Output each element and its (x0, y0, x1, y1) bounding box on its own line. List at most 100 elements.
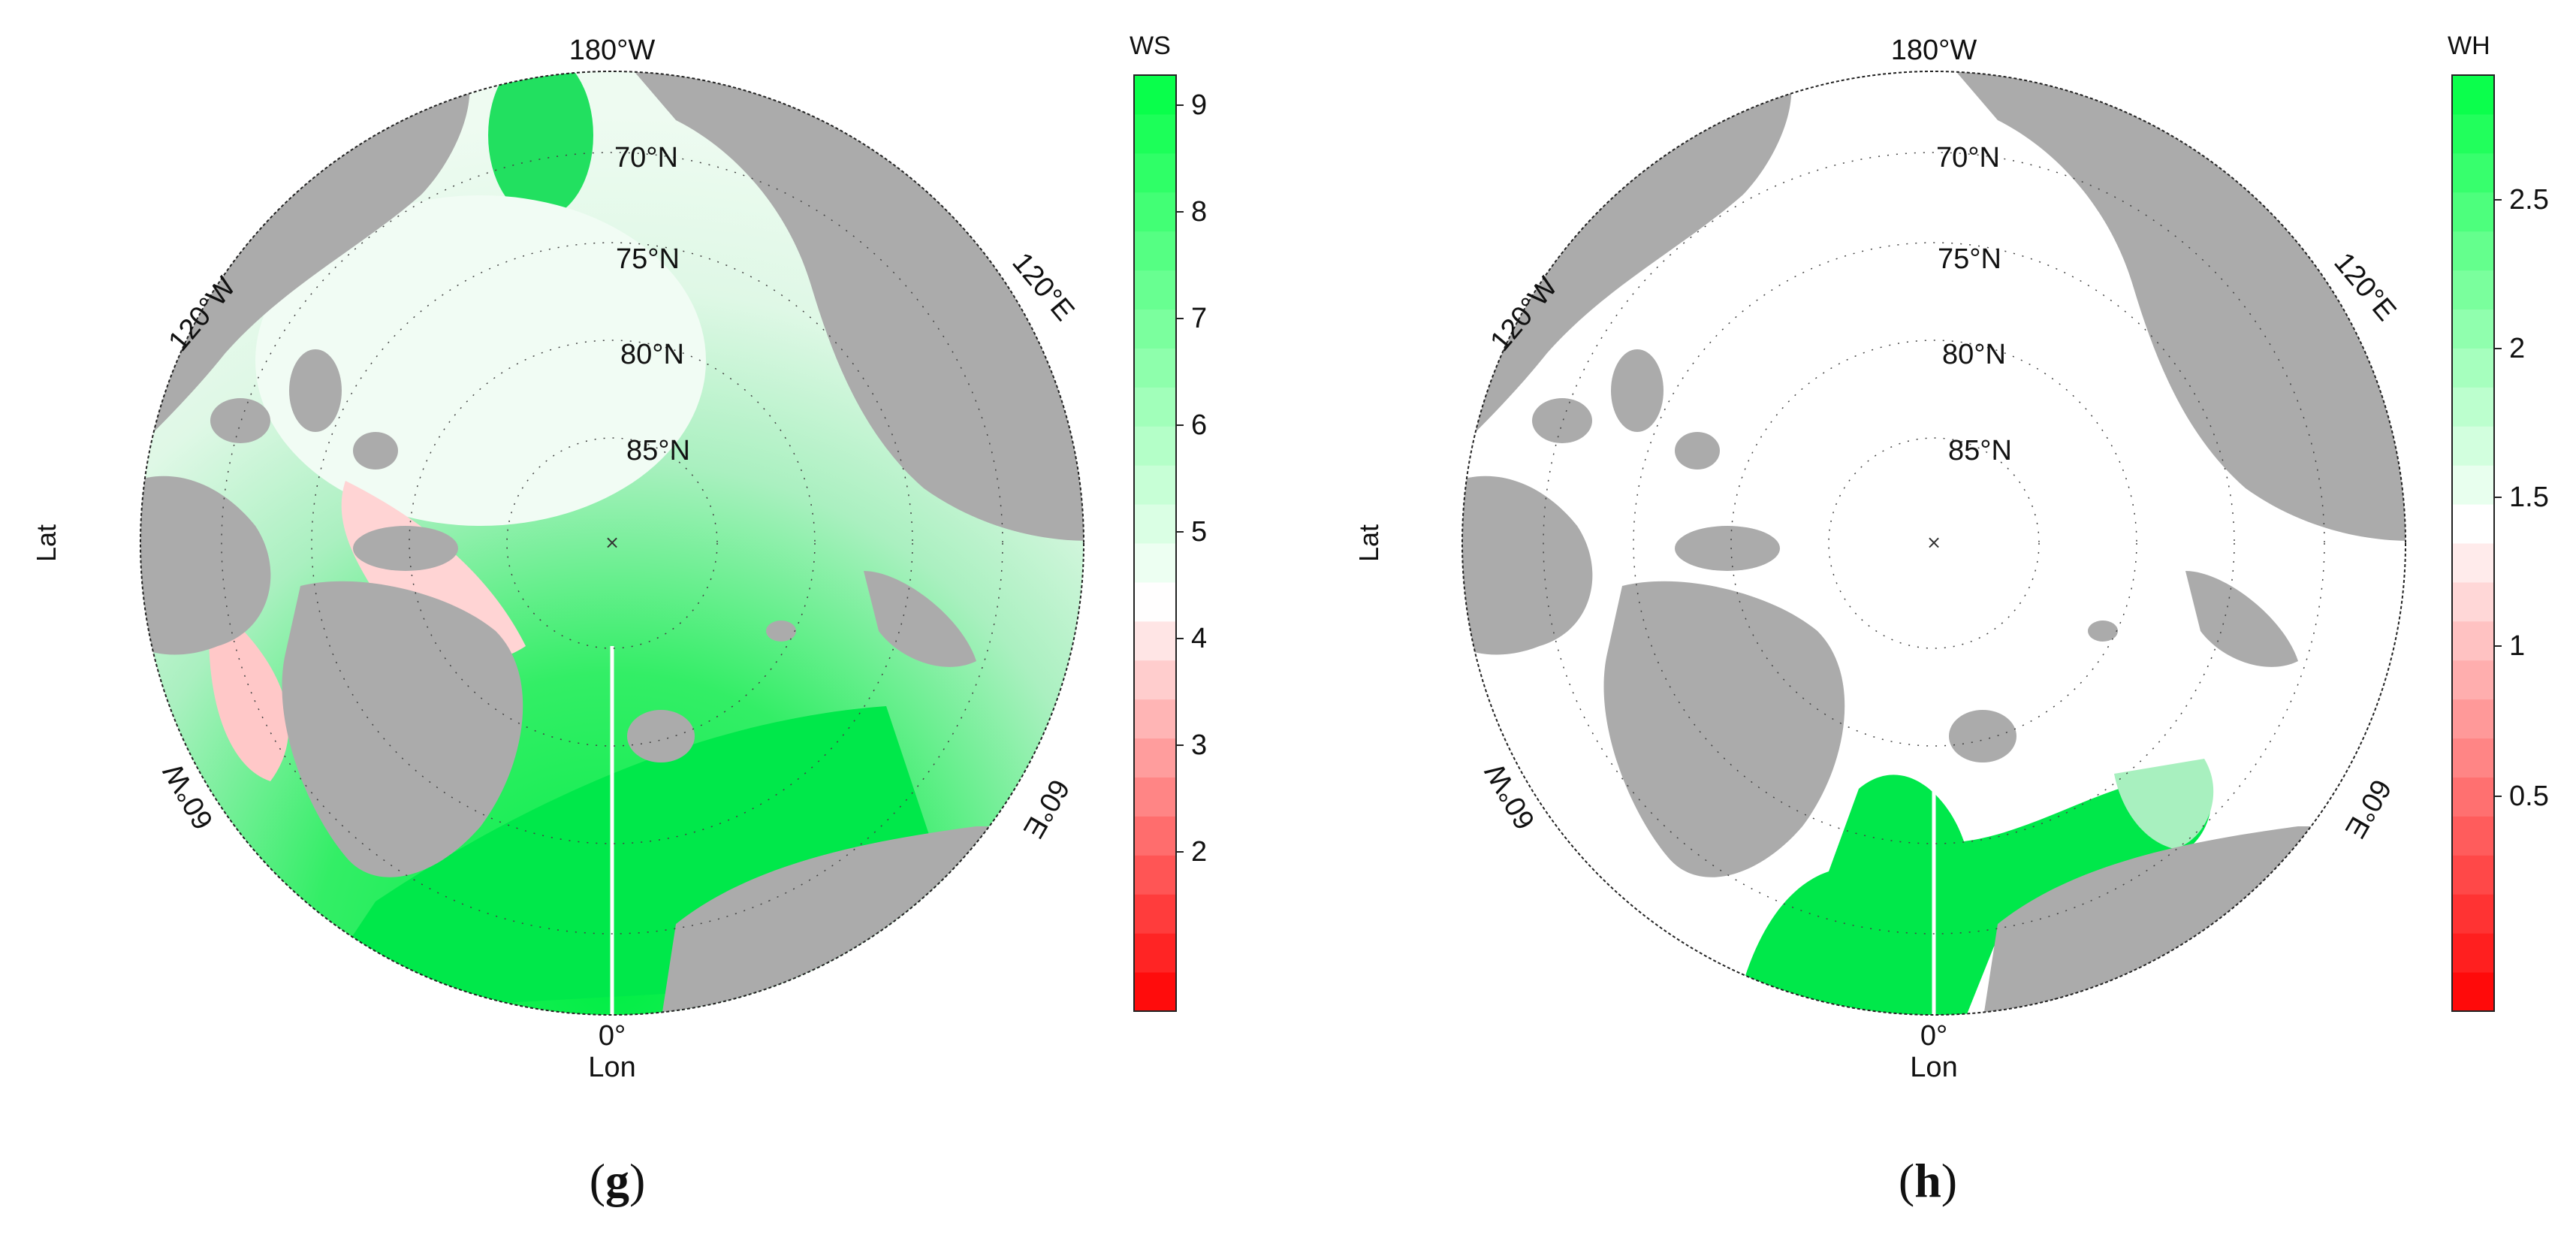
colorbar-step (2452, 660, 2494, 700)
island (289, 349, 342, 432)
lat-label-70: 70°N (1936, 142, 2000, 174)
colorbar-step (1134, 933, 1176, 973)
pole-marker: × (1926, 532, 1941, 553)
land-canada (1462, 476, 1593, 655)
axis-label-lat: Lat (31, 524, 62, 563)
island (353, 432, 398, 470)
colorbar-tick-label: 4 (1191, 623, 1208, 654)
colorbar-tick-label: 2 (1191, 836, 1208, 868)
colorbar-g (1134, 75, 1184, 1012)
lat-label-80: 80°N (1942, 339, 2006, 370)
colorbar-frame-g (1133, 74, 1177, 1012)
colorbar-step (1134, 777, 1176, 817)
panel-caption-g: (g) (590, 1153, 646, 1209)
colorbar-title-h: WH (2448, 32, 2490, 60)
colorbar-step (1134, 426, 1176, 466)
lat-label-75: 75°N (1938, 243, 2001, 275)
red-zone-west (209, 601, 289, 781)
colorbar-step (2452, 504, 2494, 544)
land-greenland (282, 581, 523, 877)
colorbar-step (2452, 855, 2494, 895)
colorbar-step (1134, 621, 1176, 661)
caption-close: ) (629, 1154, 646, 1207)
colorbar-tick-label: 0.5 (2509, 781, 2549, 812)
label-180w: 180°W (1890, 35, 1977, 66)
label-180w: 180°W (569, 35, 656, 66)
land-greenland (1603, 581, 1845, 877)
panel-h: × 180°W 0° Lon Lat 120°W 120°E 60°W 60°E… (1288, 0, 2576, 1235)
island (210, 398, 270, 443)
colorbar-step (1134, 465, 1176, 505)
island (1532, 398, 1592, 443)
lat-label-80: 80°N (620, 339, 684, 370)
colorbar-step (2452, 581, 2494, 622)
colorbar-tick-label: 2.5 (2509, 184, 2549, 216)
colorbar-step (1134, 270, 1176, 310)
colorbar-step (2452, 75, 2494, 115)
colorbar-step (2452, 426, 2494, 466)
colorbar-step (1134, 660, 1176, 700)
colorbar-step (1134, 543, 1176, 583)
land-novaya-zemlya (2185, 571, 2298, 667)
colorbar-step (1134, 894, 1176, 934)
colorbar-step (2452, 192, 2494, 232)
caption-open: ( (589, 1154, 605, 1207)
colorbar-step (2452, 699, 2494, 739)
colorbar-step (2452, 465, 2494, 505)
pole-marker: × (605, 532, 620, 553)
colorbar-step (1134, 387, 1176, 427)
colorbar-step (2452, 777, 2494, 817)
colorbar-step (2452, 543, 2494, 583)
colorbar-step (1134, 152, 1176, 193)
colorbar-tick-label: 9 (1191, 89, 1208, 121)
panel-g: × 180°W 0° Lon Lat 120°W 120°E 60°W 60°E… (31, 32, 1208, 1209)
colorbar-step (2452, 270, 2494, 310)
colorbar-step (2452, 894, 2494, 934)
map-boundary-g (140, 71, 1084, 1016)
label-0deg: 0° (598, 1020, 626, 1052)
colorbar-title-g: WS (1130, 32, 1171, 60)
colorbar-tick-label: 2 (2509, 333, 2526, 364)
colorbar-tick-label: 8 (1191, 196, 1208, 228)
colorbar-step (1134, 972, 1176, 1012)
colorbar-step (2452, 348, 2494, 388)
colorbar-step (1134, 816, 1176, 856)
wave-green (1709, 766, 2212, 1015)
colorbar-step (1134, 855, 1176, 895)
colorbar-step (1134, 581, 1176, 622)
colorbar-step (1134, 699, 1176, 739)
polar-map-h: × (1461, 71, 2502, 1016)
colorbar-tick-label: 6 (1191, 409, 1208, 441)
colorbar-step (2452, 738, 2494, 778)
colorbar-tick-label: 3 (1191, 729, 1208, 761)
island (2088, 621, 2118, 642)
land-svalbard (627, 710, 695, 762)
island (766, 621, 796, 642)
colorbar-step (2452, 933, 2494, 973)
red-zone (341, 481, 526, 662)
axis-label-lon: Lon (1910, 1052, 1958, 1083)
lat-circles-h (1543, 152, 2325, 935)
colorbar-frame-h (2451, 74, 2495, 1012)
colorbar-step (1134, 348, 1176, 388)
colorbar-step (2452, 309, 2494, 349)
land-canada (140, 476, 271, 655)
land-svalbard (1949, 710, 2016, 762)
bering-green (488, 71, 593, 218)
colorbar-tick-label: 7 (1191, 303, 1208, 334)
colorbar-step (1134, 75, 1176, 115)
colorbar-step (2452, 113, 2494, 154)
land-novaya-zemlya (864, 571, 976, 667)
colorbar-step (2452, 816, 2494, 856)
axis-label-lat: Lat (1353, 524, 1384, 563)
colorbar-step (2452, 621, 2494, 661)
lat-label-70: 70°N (614, 142, 678, 174)
colorbar-step (2452, 152, 2494, 193)
label-0deg: 0° (1920, 1020, 1948, 1052)
wave-pale-green (2114, 759, 2214, 849)
colorbar-step (1134, 231, 1176, 271)
colorbar-step (1134, 504, 1176, 544)
colorbar-step (2452, 972, 2494, 1012)
polar-map-g: × (140, 71, 1184, 1016)
lat-label-85: 85°N (626, 435, 690, 467)
